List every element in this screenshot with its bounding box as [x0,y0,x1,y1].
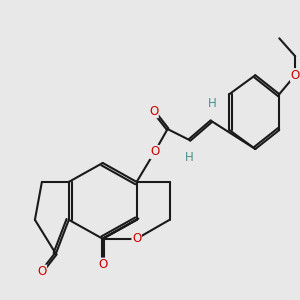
Text: O: O [149,105,158,118]
Text: O: O [132,232,141,245]
Text: O: O [37,265,46,278]
Text: O: O [291,69,300,82]
Text: H: H [208,97,217,110]
Text: H: H [185,152,194,164]
Text: O: O [98,258,107,271]
Text: O: O [150,146,159,158]
